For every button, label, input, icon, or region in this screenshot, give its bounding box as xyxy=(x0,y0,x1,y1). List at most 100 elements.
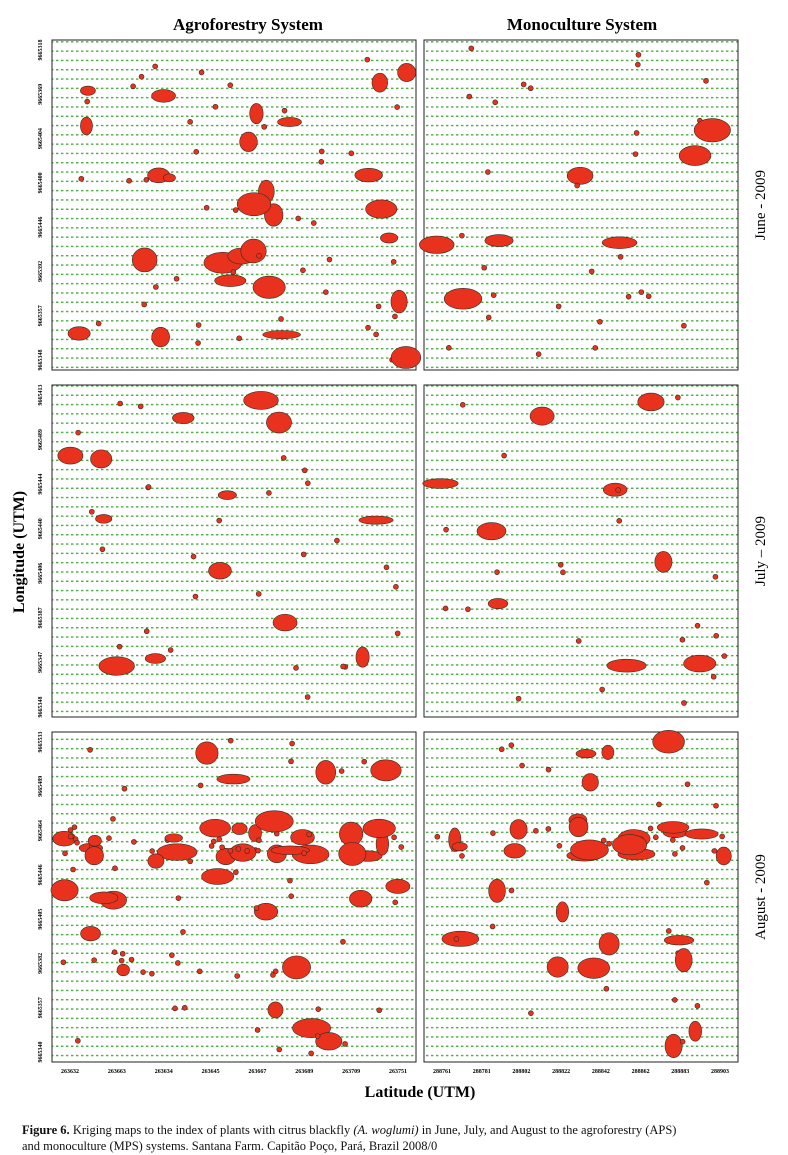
infestation-patch xyxy=(156,843,198,861)
infestation-patch xyxy=(365,324,371,331)
infestation-patch xyxy=(75,1037,81,1044)
infestation-patch xyxy=(577,957,610,979)
row-label: July – 2009 xyxy=(753,516,769,586)
map-panel xyxy=(423,731,739,1063)
infestation-patch xyxy=(193,149,200,155)
infestation-patch xyxy=(555,303,562,310)
infestation-patch xyxy=(592,345,599,351)
caption-label: Figure 6. xyxy=(22,1123,70,1137)
y-tick-label: 9665440 xyxy=(38,518,44,539)
infestation-patch xyxy=(121,785,128,792)
infestation-patch xyxy=(195,741,219,765)
infestation-patch xyxy=(164,833,183,843)
infestation-patch xyxy=(617,254,624,260)
row-label: August - 2009 xyxy=(753,854,769,940)
infestation-patch xyxy=(354,168,383,183)
infestation-patch xyxy=(342,1041,348,1047)
infestation-patch xyxy=(481,264,488,271)
infestation-patch xyxy=(468,45,475,52)
infestation-patch xyxy=(672,851,678,857)
infestation-patch xyxy=(227,82,234,88)
y-tick-label: 9665357 xyxy=(38,305,44,326)
infestation-patch xyxy=(492,99,498,106)
infestation-patch xyxy=(711,848,718,854)
infestation-patch xyxy=(163,173,176,183)
y-tick-label: 9665489 xyxy=(38,776,44,797)
y-tick-label: 9665340 xyxy=(38,1042,44,1063)
y-tick-label: 9665404 xyxy=(38,128,44,149)
infestation-patch xyxy=(67,326,91,341)
infestation-patch xyxy=(249,103,264,125)
infestation-patch xyxy=(663,935,695,946)
infestation-patch xyxy=(358,515,394,525)
infestation-patch xyxy=(683,654,717,673)
infestation-patch xyxy=(203,204,210,211)
x-tick-label: 288822 xyxy=(552,1069,570,1075)
infestation-patch xyxy=(370,759,402,782)
infestation-patch xyxy=(533,828,539,834)
infestation-patch xyxy=(380,232,399,244)
caption-species: (A. woglumi) xyxy=(353,1123,419,1137)
infestation-patch xyxy=(147,853,165,869)
infestation-patch xyxy=(281,107,288,114)
infestation-patch xyxy=(306,831,312,838)
infestation-patch xyxy=(652,834,659,841)
infestation-patch xyxy=(175,895,182,901)
infestation-patch xyxy=(198,69,205,76)
caption-text: and monoculture (MPS) systems. Santana F… xyxy=(22,1139,438,1153)
infestation-patch xyxy=(236,335,242,342)
infestation-patch xyxy=(681,700,687,706)
infestation-patch xyxy=(167,647,174,653)
infestation-patch xyxy=(244,848,251,854)
infestation-patch xyxy=(266,411,292,434)
caption-text: in June, July, and August to the agrofor… xyxy=(421,1123,677,1137)
infestation-patch xyxy=(597,319,603,325)
infestation-patch xyxy=(498,746,505,753)
infestation-patch xyxy=(603,985,610,992)
infestation-patch xyxy=(704,879,710,886)
infestation-patch xyxy=(361,758,368,765)
infestation-patch xyxy=(310,220,317,226)
infestation-patch xyxy=(236,192,272,217)
infestation-patch xyxy=(362,818,396,839)
infestation-patch xyxy=(394,104,400,110)
infestation-patch xyxy=(308,1050,314,1057)
infestation-patch xyxy=(679,845,686,851)
infestation-patch xyxy=(598,932,620,956)
infestation-patch xyxy=(172,1005,178,1012)
infestation-patch xyxy=(87,834,102,847)
infestation-patch xyxy=(485,169,491,175)
infestation-patch xyxy=(568,816,589,838)
infestation-patch xyxy=(293,665,299,671)
infestation-patch xyxy=(365,199,398,219)
infestation-patch xyxy=(181,1004,188,1011)
y-tick-label: 9665444 xyxy=(38,474,44,495)
infestation-patch xyxy=(656,801,662,808)
infestation-patch xyxy=(254,1027,261,1033)
infestation-patch xyxy=(719,833,725,840)
infestation-patch xyxy=(476,522,507,541)
infestation-patch xyxy=(173,275,180,282)
infestation-patch xyxy=(546,956,569,978)
infestation-patch xyxy=(131,839,137,845)
infestation-patch xyxy=(555,901,569,923)
infestation-patch xyxy=(349,889,373,908)
infestation-patch xyxy=(334,537,340,544)
y-tick-label: 9665464 xyxy=(38,820,44,841)
infestation-patch xyxy=(602,482,628,497)
infestation-patch xyxy=(151,89,176,103)
infestation-patch xyxy=(90,449,113,469)
infestation-patch xyxy=(394,630,401,637)
infestation-patch xyxy=(217,490,237,500)
infestation-patch xyxy=(60,959,67,966)
infestation-patch xyxy=(196,968,203,975)
infestation-patch xyxy=(574,182,580,189)
y-tick-label: 9665348 xyxy=(38,350,44,371)
infestation-patch xyxy=(383,564,390,571)
infestation-patch xyxy=(656,821,690,834)
infestation-patch xyxy=(693,118,731,143)
infestation-patch xyxy=(674,948,693,973)
infestation-patch xyxy=(288,758,294,765)
infestation-patch xyxy=(270,972,276,978)
